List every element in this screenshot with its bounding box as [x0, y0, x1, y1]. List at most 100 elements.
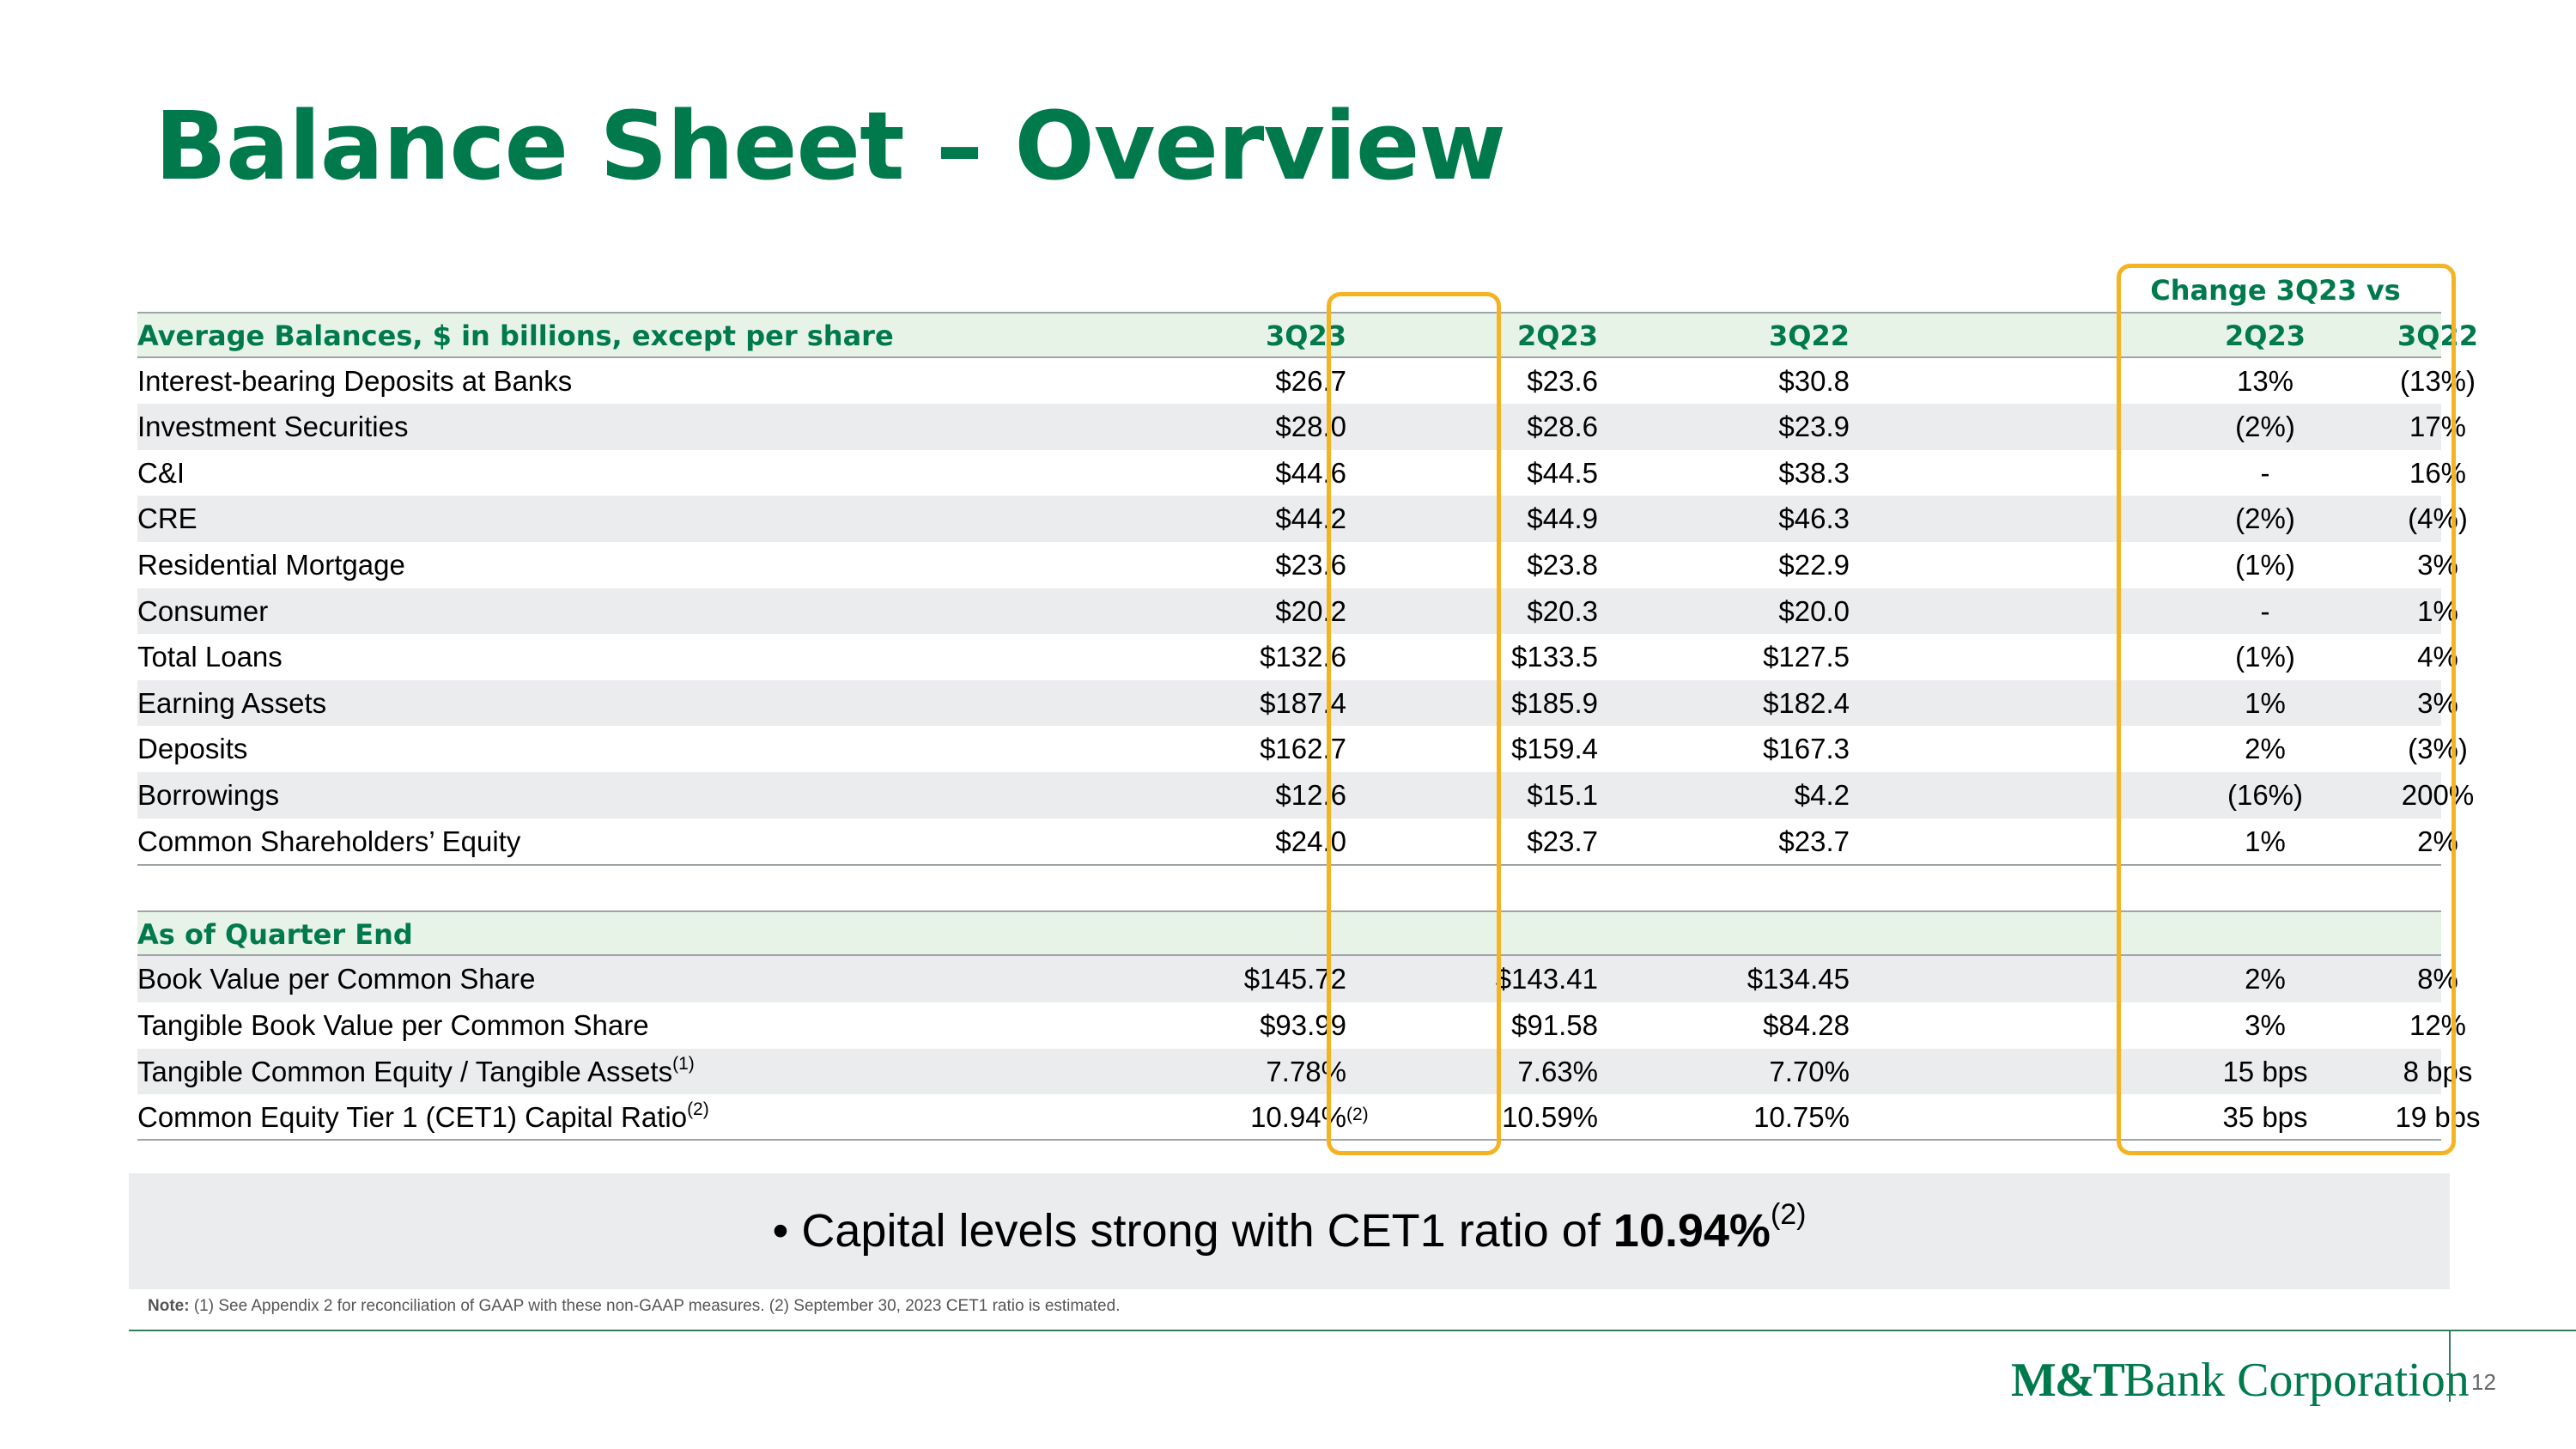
value-3q22: $38.3 — [1778, 450, 1850, 496]
table-header-row: Average Balances, $ in billions, except … — [137, 312, 2478, 358]
row-label: Total Loans — [137, 634, 283, 680]
value-2q23-text: $28.6 — [1527, 411, 1598, 443]
table-row: Deposits $162.7 $159.4 $167.3 2% (3%) — [137, 726, 2468, 772]
value-3q22: $23.9 — [1778, 404, 1850, 450]
callout-box: • Capital levels strong with CET1 ratio … — [129, 1173, 2450, 1289]
section-spacer — [137, 864, 2441, 910]
table-row: C&I $44.6 $44.5 $38.3 - 16% — [137, 450, 2466, 496]
value-3q22-text: $38.3 — [1778, 456, 1850, 489]
row-label: Book Value per Common Share — [137, 956, 535, 1002]
change-vs-2q23: (1%) — [2179, 634, 2351, 680]
change-vs-2q23-text: 15 bps — [2222, 1055, 2308, 1087]
change-vs-2q23: (2%) — [2179, 404, 2351, 450]
change-vs-3q22-text: 3% — [2417, 548, 2458, 581]
quarter-end-header-row: As of Quarter End — [137, 910, 2441, 957]
value-2q23-text: $91.58 — [1511, 1008, 1598, 1041]
value-3q23-text: $28.0 — [1275, 411, 1346, 443]
value-2q23-text: 10.59% — [1502, 1101, 1598, 1134]
value-3q22-text: $167.3 — [1763, 733, 1850, 765]
footer-divider — [2449, 1330, 2451, 1402]
change-vs-3q22: (3%) — [2356, 726, 2519, 772]
value-2q23: $23.6 — [1527, 358, 1598, 405]
value-2q23-text: $143.41 — [1495, 963, 1598, 995]
row-label-text: Tangible Book Value per Common Share — [137, 1008, 649, 1041]
value-2q23: $133.5 — [1511, 634, 1598, 680]
change-vs-3q22: 3% — [2356, 542, 2519, 588]
change-vs-2q23-text: (1%) — [2235, 548, 2295, 581]
average-rows: Interest-bearing Deposits at Banks $26.7 $… — [137, 358, 2476, 865]
value-3q23-text: 7.78% — [1266, 1055, 1346, 1087]
value-3q23-text: $20.2 — [1275, 594, 1346, 627]
section-label-average: Average Balances, $ in billions, except … — [137, 320, 894, 352]
value-2q23-text: $15.1 — [1527, 778, 1598, 811]
change-vs-3q22: (4%) — [2356, 496, 2519, 542]
value-2q23: $15.1 — [1527, 772, 1598, 819]
row-label-text: Deposits — [137, 733, 248, 765]
change-vs-3q22: 8% — [2356, 956, 2519, 1002]
callout-bullet: • — [772, 1205, 789, 1257]
value-3q22: $30.8 — [1778, 358, 1850, 405]
row-label-text: Residential Mortgage — [137, 548, 405, 581]
value-3q23: $93.99 — [1260, 1002, 1346, 1049]
value-3q22-text: $23.7 — [1778, 825, 1850, 857]
value-3q22: $167.3 — [1763, 726, 1850, 772]
row-label: CRE — [137, 496, 197, 542]
row-label-text: Book Value per Common Share — [137, 963, 536, 995]
change-vs-2q23-text: - — [2260, 594, 2270, 627]
change-vs-2q23: 13% — [2179, 358, 2351, 405]
change-vs-3q22-text: 17% — [2409, 411, 2467, 443]
table-row: Total Loans $132.6 $133.5 $127.5 (1%) 4% — [137, 634, 2458, 680]
row-label-text: C&I — [137, 456, 185, 489]
callout-text: • Capital levels strong with CET1 ratio … — [129, 1173, 2450, 1289]
value-2q23: $23.8 — [1527, 542, 1598, 588]
value-2q23-text: $185.9 — [1511, 686, 1598, 719]
change-vs-3q22: 4% — [2356, 634, 2519, 680]
change-vs-2q23: (16%) — [2179, 772, 2351, 819]
row-label: Interest-bearing Deposits at Banks — [137, 358, 572, 405]
value-3q22-text: $84.28 — [1763, 1008, 1850, 1041]
value-2q23: $91.58 — [1511, 1002, 1598, 1049]
change-vs-3q22-text: 12% — [2409, 1008, 2467, 1041]
value-3q22: $182.4 — [1763, 680, 1850, 727]
change-vs-2q23-text: - — [2260, 456, 2270, 489]
value-2q23-text: $23.8 — [1527, 548, 1598, 581]
change-vs-3q22-text: 2% — [2417, 825, 2458, 857]
change-vs-2q23-text: 2% — [2245, 963, 2286, 995]
change-vs-3q22: 19 bps — [2356, 1094, 2519, 1141]
footnote-marker: (1) — [672, 1053, 695, 1074]
change-vs-2q23: - — [2179, 450, 2351, 496]
logo-rest: Bank Corporation — [2123, 1354, 2470, 1407]
highlight-box-change — [2117, 264, 2456, 1155]
value-3q23-text: $162.7 — [1260, 733, 1346, 765]
change-vs-2q23-text: (2%) — [2235, 411, 2295, 443]
value-3q23: $12.6 — [1275, 772, 1346, 819]
value-2q23: $185.9 — [1511, 680, 1598, 727]
value-3q23-text: $44.2 — [1275, 502, 1346, 535]
value-3q22: $4.2 — [1795, 772, 1850, 819]
change-vs-3q22: 1% — [2356, 588, 2519, 635]
value-2q23: $20.3 — [1527, 588, 1598, 635]
value-3q23-text: $44.6 — [1275, 456, 1346, 489]
change-vs-3q22: 17% — [2356, 404, 2519, 450]
change-vs-3q22-text: 200% — [2401, 778, 2475, 811]
value-3q22-text: $134.45 — [1747, 963, 1850, 995]
value-3q22-text: 7.70% — [1769, 1055, 1850, 1087]
callout-body: Capital levels strong with CET1 ratio of — [801, 1205, 1613, 1257]
footnote: Note: (1) See Appendix 2 for reconciliat… — [148, 1297, 1120, 1316]
value-3q23-text: $12.6 — [1275, 778, 1346, 811]
table-row: Earning Assets $187.4 $185.9 $182.4 1% 3% — [137, 679, 2458, 727]
table-row: Book Value per Common Share $145.72 $143.4… — [137, 956, 2458, 1002]
value-2q23: 10.59% — [1502, 1094, 1598, 1141]
value-3q22-text: $23.9 — [1778, 411, 1850, 443]
value-3q23: 7.78% — [1266, 1049, 1346, 1095]
value-3q23: $24.0 — [1275, 819, 1346, 865]
value-2q23: $44.9 — [1527, 496, 1598, 542]
col-header-change-2q23: 2Q23 — [2225, 320, 2306, 352]
change-vs-2q23: (1%) — [2179, 542, 2351, 588]
change-vs-2q23-text: 3% — [2245, 1008, 2286, 1041]
value-2q23: $44.5 — [1527, 450, 1598, 496]
change-vs-3q22: 12% — [2356, 1002, 2519, 1049]
value-3q22-text: $4.2 — [1794, 778, 1850, 811]
value-3q22-text: 10.75% — [1753, 1101, 1850, 1134]
value-2q23-text: $20.3 — [1527, 594, 1598, 627]
